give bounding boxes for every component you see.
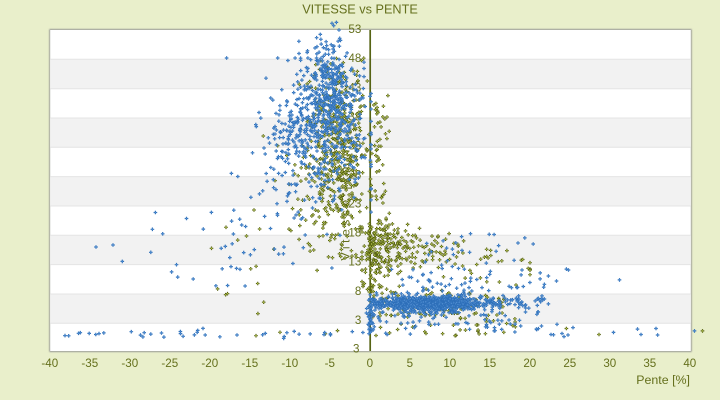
svg-text:VITESSE vs PENTE: VITESSE vs PENTE <box>302 3 418 17</box>
svg-text:13: 13 <box>348 256 361 269</box>
svg-text:Vitesse [km/h]: Vitesse [km/h] <box>339 135 353 260</box>
svg-text:-15: -15 <box>241 357 258 370</box>
svg-text:25: 25 <box>563 357 576 370</box>
svg-text:5: 5 <box>407 357 413 370</box>
svg-text:23: 23 <box>348 198 361 211</box>
svg-text:40: 40 <box>683 357 696 370</box>
svg-text:-25: -25 <box>161 357 178 370</box>
svg-text:0: 0 <box>367 357 373 370</box>
svg-text:43: 43 <box>348 81 361 94</box>
svg-text:3: 3 <box>355 314 361 327</box>
svg-text:-35: -35 <box>81 357 98 370</box>
svg-text:53: 53 <box>348 23 361 36</box>
svg-text:35: 35 <box>643 357 656 370</box>
svg-text:-5: -5 <box>325 357 335 370</box>
svg-text:20: 20 <box>523 357 536 370</box>
svg-text:-20: -20 <box>201 357 218 370</box>
svg-text:-10: -10 <box>281 357 298 370</box>
svg-text:15: 15 <box>483 357 496 370</box>
svg-text:10: 10 <box>443 357 456 370</box>
svg-text:-30: -30 <box>121 357 138 370</box>
svg-text:30: 30 <box>603 357 616 370</box>
svg-text:-40: -40 <box>41 357 58 370</box>
svg-text:Pente [%]: Pente [%] <box>636 373 690 387</box>
svg-text:48: 48 <box>348 52 361 65</box>
svg-text:3: 3 <box>353 342 359 355</box>
svg-text:8: 8 <box>355 285 361 298</box>
